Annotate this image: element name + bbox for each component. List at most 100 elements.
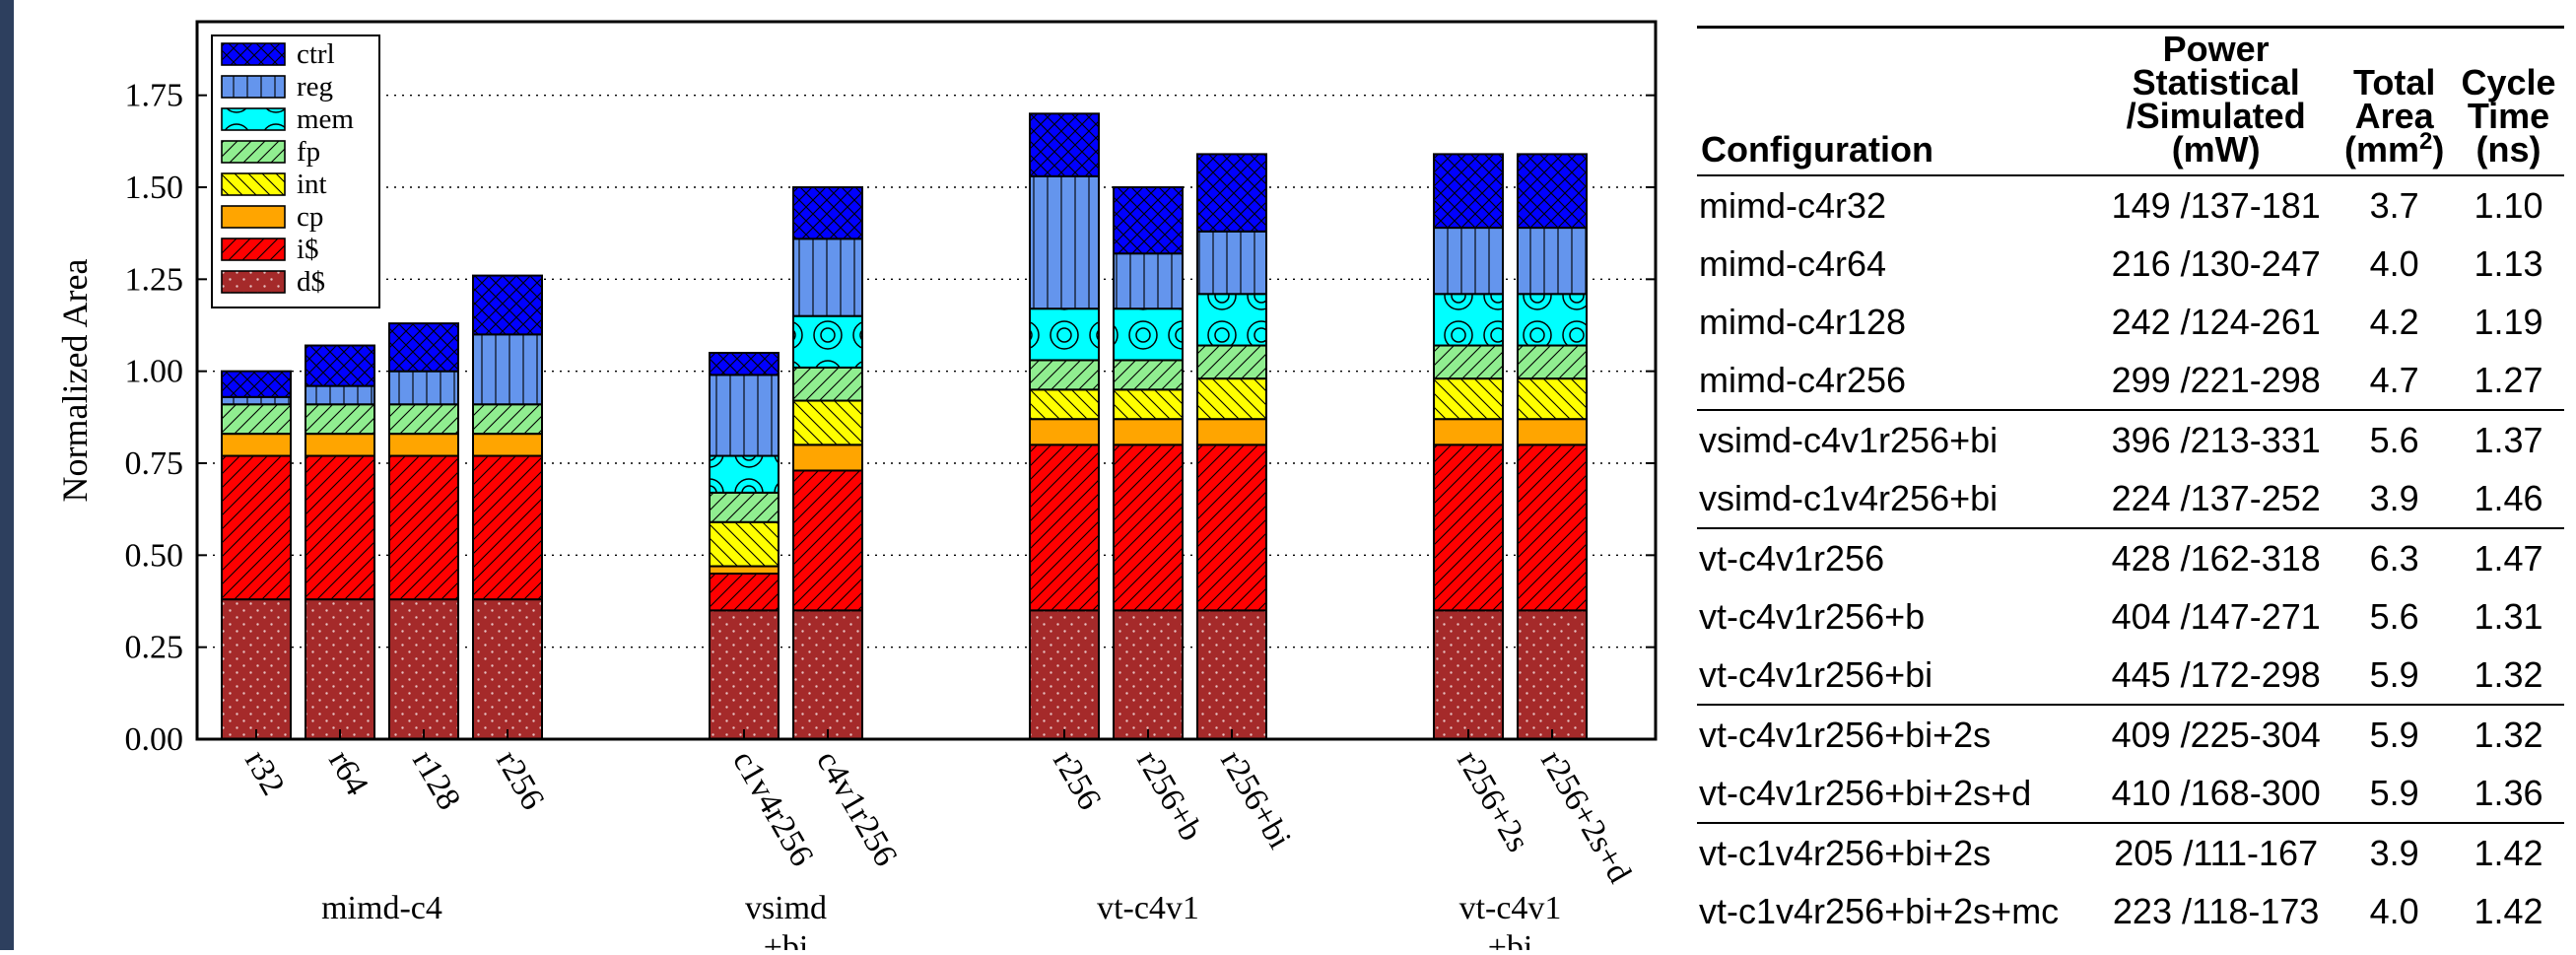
y-tick-label: 1.25 xyxy=(125,261,184,298)
legend-label: mem xyxy=(297,103,354,135)
header-power-line-4: (mW) xyxy=(2171,129,2261,170)
bar-segment-int xyxy=(709,520,780,568)
cell-area: 4.0 xyxy=(2369,891,2419,931)
bar-segment-cp xyxy=(1433,418,1504,446)
bar-segment-is xyxy=(305,454,375,601)
cell-configuration: mimd-c4r64 xyxy=(1699,243,1887,284)
bar-segment-cp xyxy=(472,433,543,457)
bar-segment-fp xyxy=(472,403,543,436)
legend-swatch xyxy=(221,140,286,164)
x-tick-label: r256+2s+d xyxy=(1533,745,1638,890)
bar-segment-reg xyxy=(1196,230,1267,296)
bar-segment-is xyxy=(792,469,863,612)
x-tick-label: r256+b xyxy=(1129,745,1209,848)
bar-segment-int xyxy=(1029,388,1100,421)
cell-cycle-time: 1.13 xyxy=(2474,243,2543,284)
bar-stack xyxy=(305,344,375,741)
bar-segment-cp xyxy=(1517,418,1588,446)
cell-configuration: vt-c1v4r256+bi+2s+mc xyxy=(1699,891,2060,931)
table-row: vt-c1v4r256+bi+2s 205 /111-167 3.9 1.42 xyxy=(1697,822,2564,882)
header-cycle-line-1: Cycle xyxy=(2461,62,2556,102)
table-row: vsimd-c4v1r256+bi 396 /213-331 5.6 1.37 xyxy=(1697,409,2564,469)
bar-segment-int xyxy=(1517,377,1588,421)
header-configuration: Configuration xyxy=(1697,27,2097,176)
bar-stack xyxy=(709,352,780,740)
legend-swatch xyxy=(221,75,286,99)
legend-swatch xyxy=(221,42,286,66)
bar-segment-fp xyxy=(388,403,459,436)
header-cycle-line-2: Time xyxy=(2467,96,2550,136)
group-label: vt-c4v1 xyxy=(1097,890,1199,926)
table-row: mimd-c4r128 242 /124-261 4.2 1.19 xyxy=(1697,293,2564,351)
cell-cycle-time: 1.47 xyxy=(2453,527,2564,587)
cell-configuration: vsimd-c4v1r256+bi xyxy=(1697,409,2097,469)
bar-segment-reg xyxy=(388,370,459,406)
legend-label: cp xyxy=(297,201,323,233)
bar-segment-cp xyxy=(305,433,375,457)
legend-label: fp xyxy=(297,136,320,168)
table-row: mimd-c4r256 299 /221-298 4.7 1.27 xyxy=(1697,351,2564,410)
x-tick-label: r256 xyxy=(1046,745,1108,816)
table-row: vt-c4v1r256 428 /162-318 6.3 1.47 xyxy=(1697,527,2564,587)
bar-segment-ctrl xyxy=(1113,186,1184,255)
x-tick-label: r256+2s xyxy=(1450,745,1536,858)
cell-cycle-time: 1.10 xyxy=(2474,185,2543,226)
cell-area: 3.7 xyxy=(2369,185,2419,226)
header-power-line-3: /Simulated xyxy=(2126,96,2306,136)
cell-cycle-time: 1.31 xyxy=(2474,596,2543,637)
bar-segment-reg xyxy=(1517,227,1588,296)
header-area: Total Area (mm2) xyxy=(2336,27,2454,176)
header-cycle-line-3: (ns) xyxy=(2475,129,2542,170)
bar-stack xyxy=(388,322,459,741)
bar-segment-cp xyxy=(388,433,459,457)
header-power-line-2: Statistical xyxy=(2132,62,2300,102)
header-area-line-3-close: ) xyxy=(2432,129,2445,170)
plot-frame xyxy=(195,20,1658,741)
legend-swatch xyxy=(221,238,286,261)
cell-configuration: vt-c4v1r256+bi+2s xyxy=(1697,704,2097,764)
cell-configuration: mimd-c4r128 xyxy=(1699,302,1907,342)
cell-cycle-time: 1.32 xyxy=(2453,704,2564,764)
legend-swatch xyxy=(221,107,286,131)
bar-segment-ctrl xyxy=(1196,153,1267,233)
bar-segment-fp xyxy=(1029,359,1100,391)
header-power-line-1: Power xyxy=(2162,29,2270,69)
group-label: vsimd xyxy=(745,890,827,926)
bar-segment-cp xyxy=(1029,418,1100,446)
bar-segment-ds xyxy=(305,598,375,741)
bar-segment-is xyxy=(1029,443,1100,612)
cell-area: 5.9 xyxy=(2369,773,2419,813)
cell-power: 410 /168-300 xyxy=(2111,773,2321,813)
bar-segment-is xyxy=(709,573,780,612)
header-area-line-2: Area xyxy=(2354,96,2434,136)
bar-segment-fp xyxy=(1196,344,1267,380)
cell-power: 299 /221-298 xyxy=(2111,360,2321,400)
table-row: vt-c4v1r256+b 404 /147-271 5.6 1.31 xyxy=(1697,587,2564,646)
y-tick-label: 0.25 xyxy=(125,630,184,666)
cell-power: 149 /137-181 xyxy=(2111,185,2321,226)
bar-segment-int xyxy=(1433,377,1504,421)
x-tick-label: r128 xyxy=(405,745,467,816)
bar-segment-mem xyxy=(1433,293,1504,347)
legend-label: reg xyxy=(297,71,333,102)
table-row: mimd-c4r32 149 /137-181 3.7 1.10 xyxy=(1697,175,2564,235)
bar-segment-cp xyxy=(1113,418,1184,446)
bar-segment-fp xyxy=(709,491,780,523)
bar-segment-ctrl xyxy=(792,186,863,240)
cell-power: 223 /118-173 xyxy=(2112,891,2320,931)
table-row: vsimd-c1v4r256+bi 224 /137-252 3.9 1.46 xyxy=(1697,469,2564,528)
bar-stack xyxy=(472,274,543,741)
bar-segment-reg xyxy=(1029,174,1100,310)
bar-segment-mem xyxy=(1029,307,1100,362)
cell-area: 4.0 xyxy=(2369,243,2419,284)
cell-power: 205 /111-167 xyxy=(2096,822,2337,882)
cell-area: 6.3 xyxy=(2336,527,2454,587)
group-label: mimd-c4 xyxy=(321,890,442,926)
bar-segment-cp xyxy=(1196,418,1267,446)
cell-configuration: vt-c4v1r256 xyxy=(1697,527,2097,587)
bar-segment-mem xyxy=(1196,293,1267,347)
table-header-row: Configuration Power Statistical /Simulat… xyxy=(1697,27,2564,176)
table-body: mimd-c4r32 149 /137-181 3.7 1.10 mimd-c4r64 2… xyxy=(1697,175,2564,940)
configuration-table: Configuration Power Statistical /Simulat… xyxy=(1697,26,2564,940)
bar-stack xyxy=(1196,153,1267,740)
